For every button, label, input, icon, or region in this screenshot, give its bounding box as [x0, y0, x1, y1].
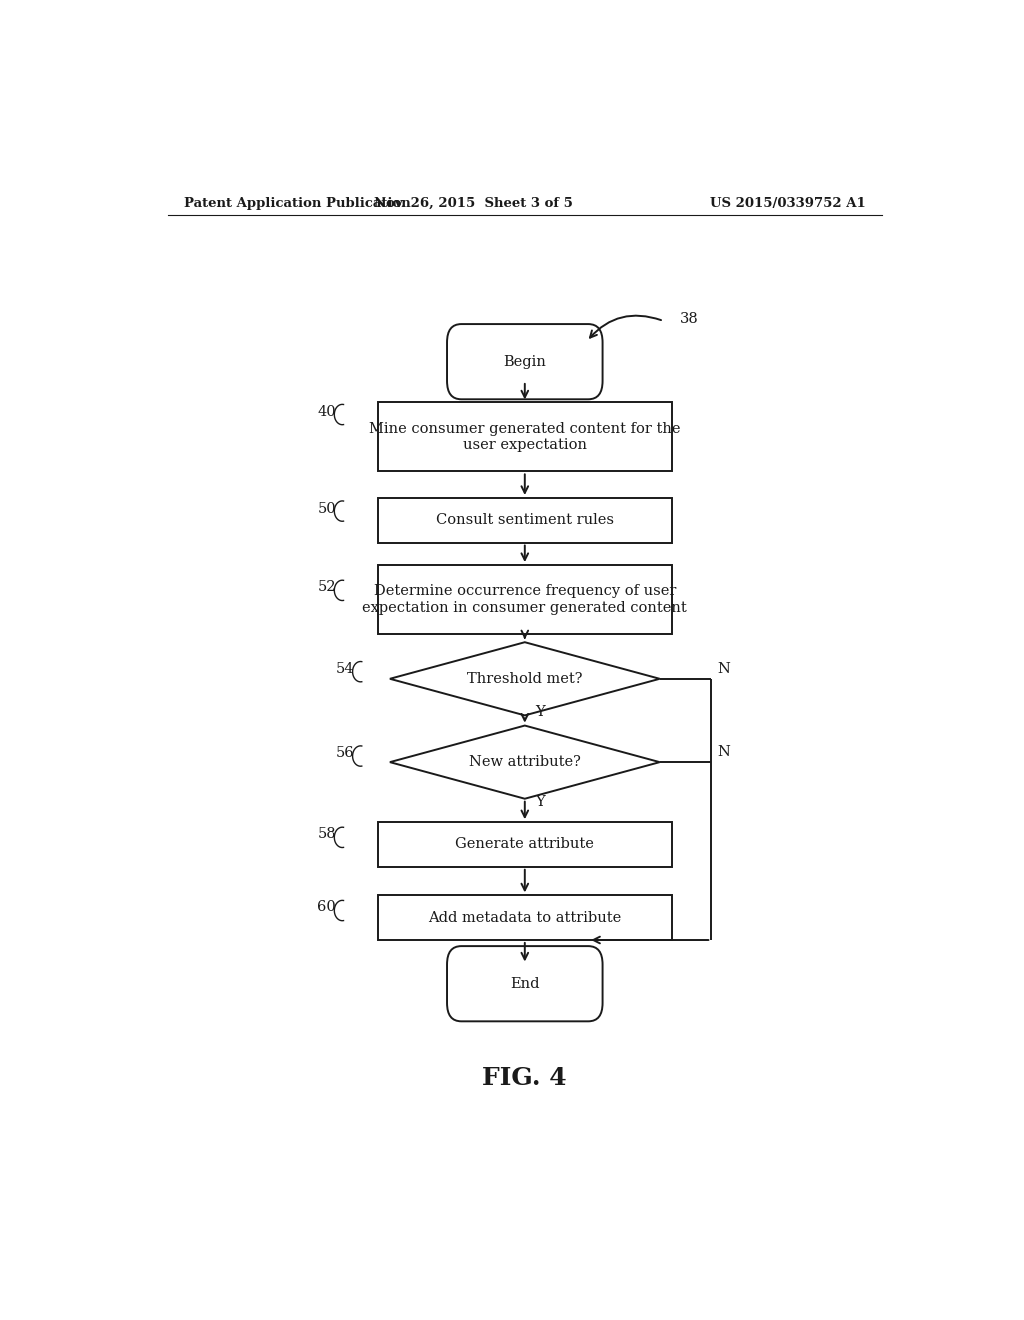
Text: Y: Y — [536, 795, 545, 809]
Bar — [378, 565, 672, 634]
FancyBboxPatch shape — [447, 946, 602, 1022]
Text: Threshold met?: Threshold met? — [467, 672, 583, 686]
Text: 50: 50 — [317, 502, 336, 516]
Text: End: End — [510, 977, 540, 991]
Bar — [378, 403, 672, 471]
Text: 54: 54 — [336, 661, 354, 676]
Text: FIG. 4: FIG. 4 — [482, 1067, 567, 1090]
Text: Consult sentiment rules: Consult sentiment rules — [436, 513, 613, 527]
Text: Determine occurrence frequency of user
expectation in consumer generated content: Determine occurrence frequency of user e… — [362, 585, 687, 615]
Text: Generate attribute: Generate attribute — [456, 837, 594, 851]
FancyBboxPatch shape — [447, 325, 602, 399]
Bar — [378, 895, 672, 940]
Text: 38: 38 — [680, 312, 698, 326]
Text: 60: 60 — [317, 900, 336, 915]
Bar — [378, 822, 672, 867]
Polygon shape — [390, 726, 659, 799]
Bar — [378, 498, 672, 543]
Text: US 2015/0339752 A1: US 2015/0339752 A1 — [711, 197, 866, 210]
Text: Begin: Begin — [504, 355, 546, 368]
Text: Y: Y — [536, 705, 545, 719]
Text: Add metadata to attribute: Add metadata to attribute — [428, 911, 622, 924]
Text: 40: 40 — [317, 405, 336, 420]
Text: N: N — [718, 661, 730, 676]
Text: Patent Application Publication: Patent Application Publication — [183, 197, 411, 210]
Polygon shape — [390, 643, 659, 715]
Text: Mine consumer generated content for the
user expectation: Mine consumer generated content for the … — [369, 422, 681, 451]
Text: Nov. 26, 2015  Sheet 3 of 5: Nov. 26, 2015 Sheet 3 of 5 — [374, 197, 572, 210]
Text: 56: 56 — [336, 746, 354, 760]
Text: N: N — [718, 744, 730, 759]
Text: New attribute?: New attribute? — [469, 755, 581, 770]
Text: 58: 58 — [317, 828, 336, 841]
Text: 52: 52 — [317, 581, 336, 594]
